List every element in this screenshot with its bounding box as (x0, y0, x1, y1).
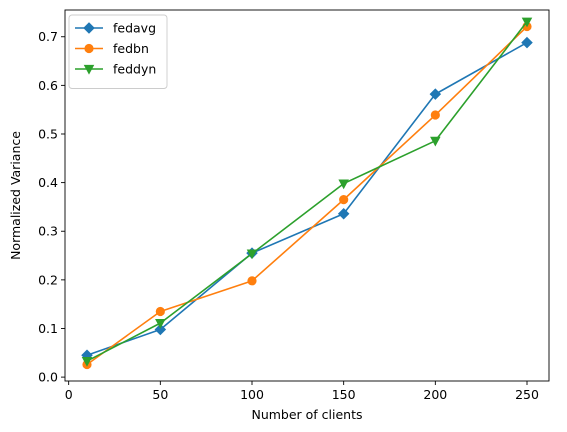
data-point-fedavg (337, 207, 350, 220)
legend-box (68, 14, 168, 89)
x-tick-label: 100 (240, 387, 264, 402)
y-axis: 0.0 0.1 0.2 0.3 0.4 0.5 0.6 0.7 (38, 29, 65, 385)
y-tick-label: 0.7 (38, 29, 58, 44)
legend-entry-feddyn: feddyn (75, 62, 156, 77)
legend-entry-fedavg: fedavg (75, 21, 156, 36)
x-axis-label: Number of clients (251, 407, 362, 422)
x-tick-label: 150 (332, 387, 356, 402)
plot-content (81, 17, 533, 370)
y-tick-label: 0.6 (38, 78, 58, 93)
data-point-fedavg (429, 88, 442, 100)
series-line-fedavg (86, 41, 528, 356)
x-tick-label: 200 (423, 387, 447, 402)
legend-marker-fedbn (84, 43, 94, 54)
data-point-feddyn (430, 136, 441, 147)
y-tick-label: 0.4 (38, 175, 58, 190)
plot-frame (64, 9, 550, 382)
legend-label-feddyn: feddyn (113, 62, 156, 77)
data-point-feddyn (521, 17, 533, 28)
legend: fedavg fedbn feddyn (68, 14, 168, 89)
legend-label-fedbn: fedbn (113, 41, 149, 56)
data-point-feddyn (155, 319, 166, 329)
x-tick-label: 50 (152, 387, 168, 402)
data-point-fedbn (430, 110, 440, 120)
series-line-fedbn (86, 25, 528, 366)
data-point-feddyn (246, 249, 258, 260)
data-point-fedbn (155, 306, 165, 317)
y-tick-label: 0.2 (38, 272, 58, 287)
data-point-fedavg (154, 323, 167, 336)
data-point-fedbn (247, 276, 257, 286)
y-tick-label: 0.3 (38, 224, 58, 239)
legend-marker-fedavg (83, 22, 95, 34)
legend-label-fedavg: fedavg (113, 21, 156, 36)
x-tick-label: 0 (65, 387, 73, 402)
x-axis: 0 50 100 150 200 250 (65, 381, 539, 402)
x-tick-label: 250 (515, 387, 539, 402)
data-point-feddyn (81, 356, 93, 367)
data-point-fedbn (339, 195, 349, 205)
data-point-fedavg (521, 36, 533, 49)
y-tick-label: 0.1 (38, 321, 58, 336)
y-tick-label: 0.5 (38, 126, 58, 141)
data-point-feddyn (338, 179, 349, 190)
series-feddyn (81, 17, 533, 367)
legend-entry-fedbn: fedbn (75, 41, 149, 56)
series-line-feddyn (86, 21, 528, 362)
y-tick-label: 0.0 (38, 370, 58, 385)
series-fedavg (81, 36, 533, 361)
y-axis-label: Normalized Variance (8, 131, 23, 260)
legend-marker-feddyn (83, 64, 95, 75)
